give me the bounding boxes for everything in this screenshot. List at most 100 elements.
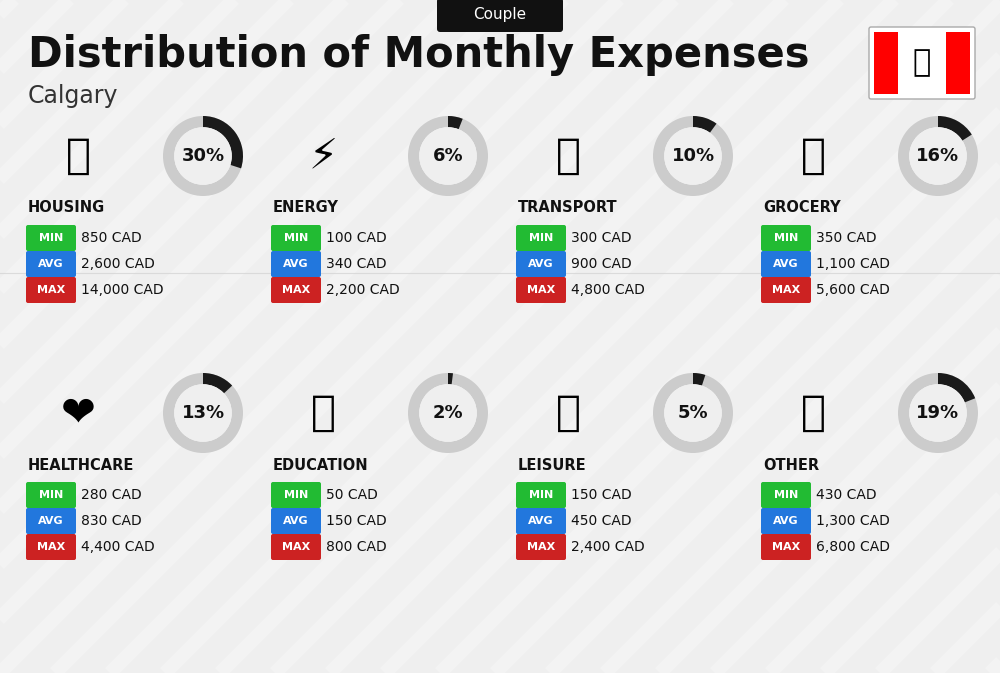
Wedge shape — [938, 116, 972, 141]
Text: 19%: 19% — [916, 404, 960, 422]
Wedge shape — [448, 373, 453, 384]
Wedge shape — [898, 373, 978, 453]
FancyBboxPatch shape — [26, 277, 76, 303]
Text: ⚡: ⚡ — [308, 135, 338, 177]
Text: 830 CAD: 830 CAD — [81, 514, 142, 528]
Text: MIN: MIN — [39, 490, 63, 500]
Text: MAX: MAX — [772, 542, 800, 552]
Wedge shape — [653, 116, 733, 196]
Text: Calgary: Calgary — [28, 84, 119, 108]
Text: 10%: 10% — [671, 147, 715, 165]
Text: MIN: MIN — [529, 490, 553, 500]
FancyBboxPatch shape — [761, 508, 811, 534]
Text: AVG: AVG — [773, 516, 799, 526]
Text: MAX: MAX — [527, 285, 555, 295]
FancyBboxPatch shape — [271, 251, 321, 277]
Text: 2,200 CAD: 2,200 CAD — [326, 283, 400, 297]
Text: MAX: MAX — [772, 285, 800, 295]
FancyBboxPatch shape — [761, 277, 811, 303]
Text: 4,800 CAD: 4,800 CAD — [571, 283, 645, 297]
Text: AVG: AVG — [283, 516, 309, 526]
Text: 900 CAD: 900 CAD — [571, 257, 632, 271]
Text: 14,000 CAD: 14,000 CAD — [81, 283, 164, 297]
Text: 340 CAD: 340 CAD — [326, 257, 387, 271]
Text: 6%: 6% — [433, 147, 463, 165]
FancyBboxPatch shape — [271, 508, 321, 534]
Text: 16%: 16% — [916, 147, 960, 165]
Text: 2,600 CAD: 2,600 CAD — [81, 257, 155, 271]
Text: 2%: 2% — [433, 404, 463, 422]
FancyBboxPatch shape — [26, 534, 76, 560]
Text: ENERGY: ENERGY — [273, 201, 339, 215]
Wedge shape — [448, 116, 463, 129]
Text: 100 CAD: 100 CAD — [326, 231, 387, 245]
Circle shape — [419, 127, 477, 185]
FancyBboxPatch shape — [271, 482, 321, 508]
Text: 1,100 CAD: 1,100 CAD — [816, 257, 890, 271]
Bar — [898, 32, 946, 94]
Text: 850 CAD: 850 CAD — [81, 231, 142, 245]
Text: 450 CAD: 450 CAD — [571, 514, 632, 528]
Text: AVG: AVG — [283, 259, 309, 269]
Text: 150 CAD: 150 CAD — [571, 488, 632, 502]
Text: MIN: MIN — [284, 490, 308, 500]
FancyBboxPatch shape — [437, 0, 563, 32]
Text: 350 CAD: 350 CAD — [816, 231, 877, 245]
Text: 300 CAD: 300 CAD — [571, 231, 632, 245]
Circle shape — [664, 127, 722, 185]
Text: MAX: MAX — [37, 542, 65, 552]
Text: AVG: AVG — [38, 259, 64, 269]
Wedge shape — [408, 116, 488, 196]
FancyBboxPatch shape — [516, 277, 566, 303]
FancyBboxPatch shape — [761, 251, 811, 277]
FancyBboxPatch shape — [516, 508, 566, 534]
Text: GROCERY: GROCERY — [763, 201, 841, 215]
Text: MAX: MAX — [282, 285, 310, 295]
Text: 4,400 CAD: 4,400 CAD — [81, 540, 155, 554]
Text: MIN: MIN — [774, 490, 798, 500]
Wedge shape — [653, 373, 733, 453]
Text: 2,400 CAD: 2,400 CAD — [571, 540, 645, 554]
FancyBboxPatch shape — [271, 277, 321, 303]
Text: 🛍: 🛍 — [556, 392, 580, 434]
Text: MIN: MIN — [284, 233, 308, 243]
Text: AVG: AVG — [528, 516, 554, 526]
Text: MAX: MAX — [37, 285, 65, 295]
FancyBboxPatch shape — [271, 534, 321, 560]
Bar — [874, 32, 898, 94]
Text: 5%: 5% — [678, 404, 708, 422]
Text: MAX: MAX — [282, 542, 310, 552]
Text: 150 CAD: 150 CAD — [326, 514, 387, 528]
Text: 6,800 CAD: 6,800 CAD — [816, 540, 890, 554]
Text: 5,600 CAD: 5,600 CAD — [816, 283, 890, 297]
Text: HEALTHCARE: HEALTHCARE — [28, 458, 134, 472]
Text: MIN: MIN — [39, 233, 63, 243]
Text: 💰: 💰 — [800, 392, 826, 434]
FancyBboxPatch shape — [26, 251, 76, 277]
FancyBboxPatch shape — [271, 225, 321, 251]
FancyBboxPatch shape — [516, 225, 566, 251]
Text: TRANSPORT: TRANSPORT — [518, 201, 618, 215]
Text: 50 CAD: 50 CAD — [326, 488, 378, 502]
Text: HOUSING: HOUSING — [28, 201, 105, 215]
FancyBboxPatch shape — [869, 27, 975, 99]
Circle shape — [909, 384, 967, 441]
Circle shape — [174, 127, 232, 185]
Text: MIN: MIN — [774, 233, 798, 243]
Wedge shape — [163, 116, 243, 196]
Text: 🏢: 🏢 — [66, 135, 90, 177]
FancyBboxPatch shape — [516, 251, 566, 277]
Wedge shape — [693, 116, 717, 133]
Text: EDUCATION: EDUCATION — [273, 458, 369, 472]
Text: MIN: MIN — [529, 233, 553, 243]
FancyBboxPatch shape — [26, 508, 76, 534]
FancyBboxPatch shape — [761, 534, 811, 560]
Text: AVG: AVG — [528, 259, 554, 269]
Text: MAX: MAX — [527, 542, 555, 552]
Wedge shape — [408, 373, 488, 453]
Text: OTHER: OTHER — [763, 458, 819, 472]
FancyBboxPatch shape — [516, 534, 566, 560]
Circle shape — [419, 384, 477, 441]
Bar — [946, 32, 970, 94]
FancyBboxPatch shape — [516, 482, 566, 508]
